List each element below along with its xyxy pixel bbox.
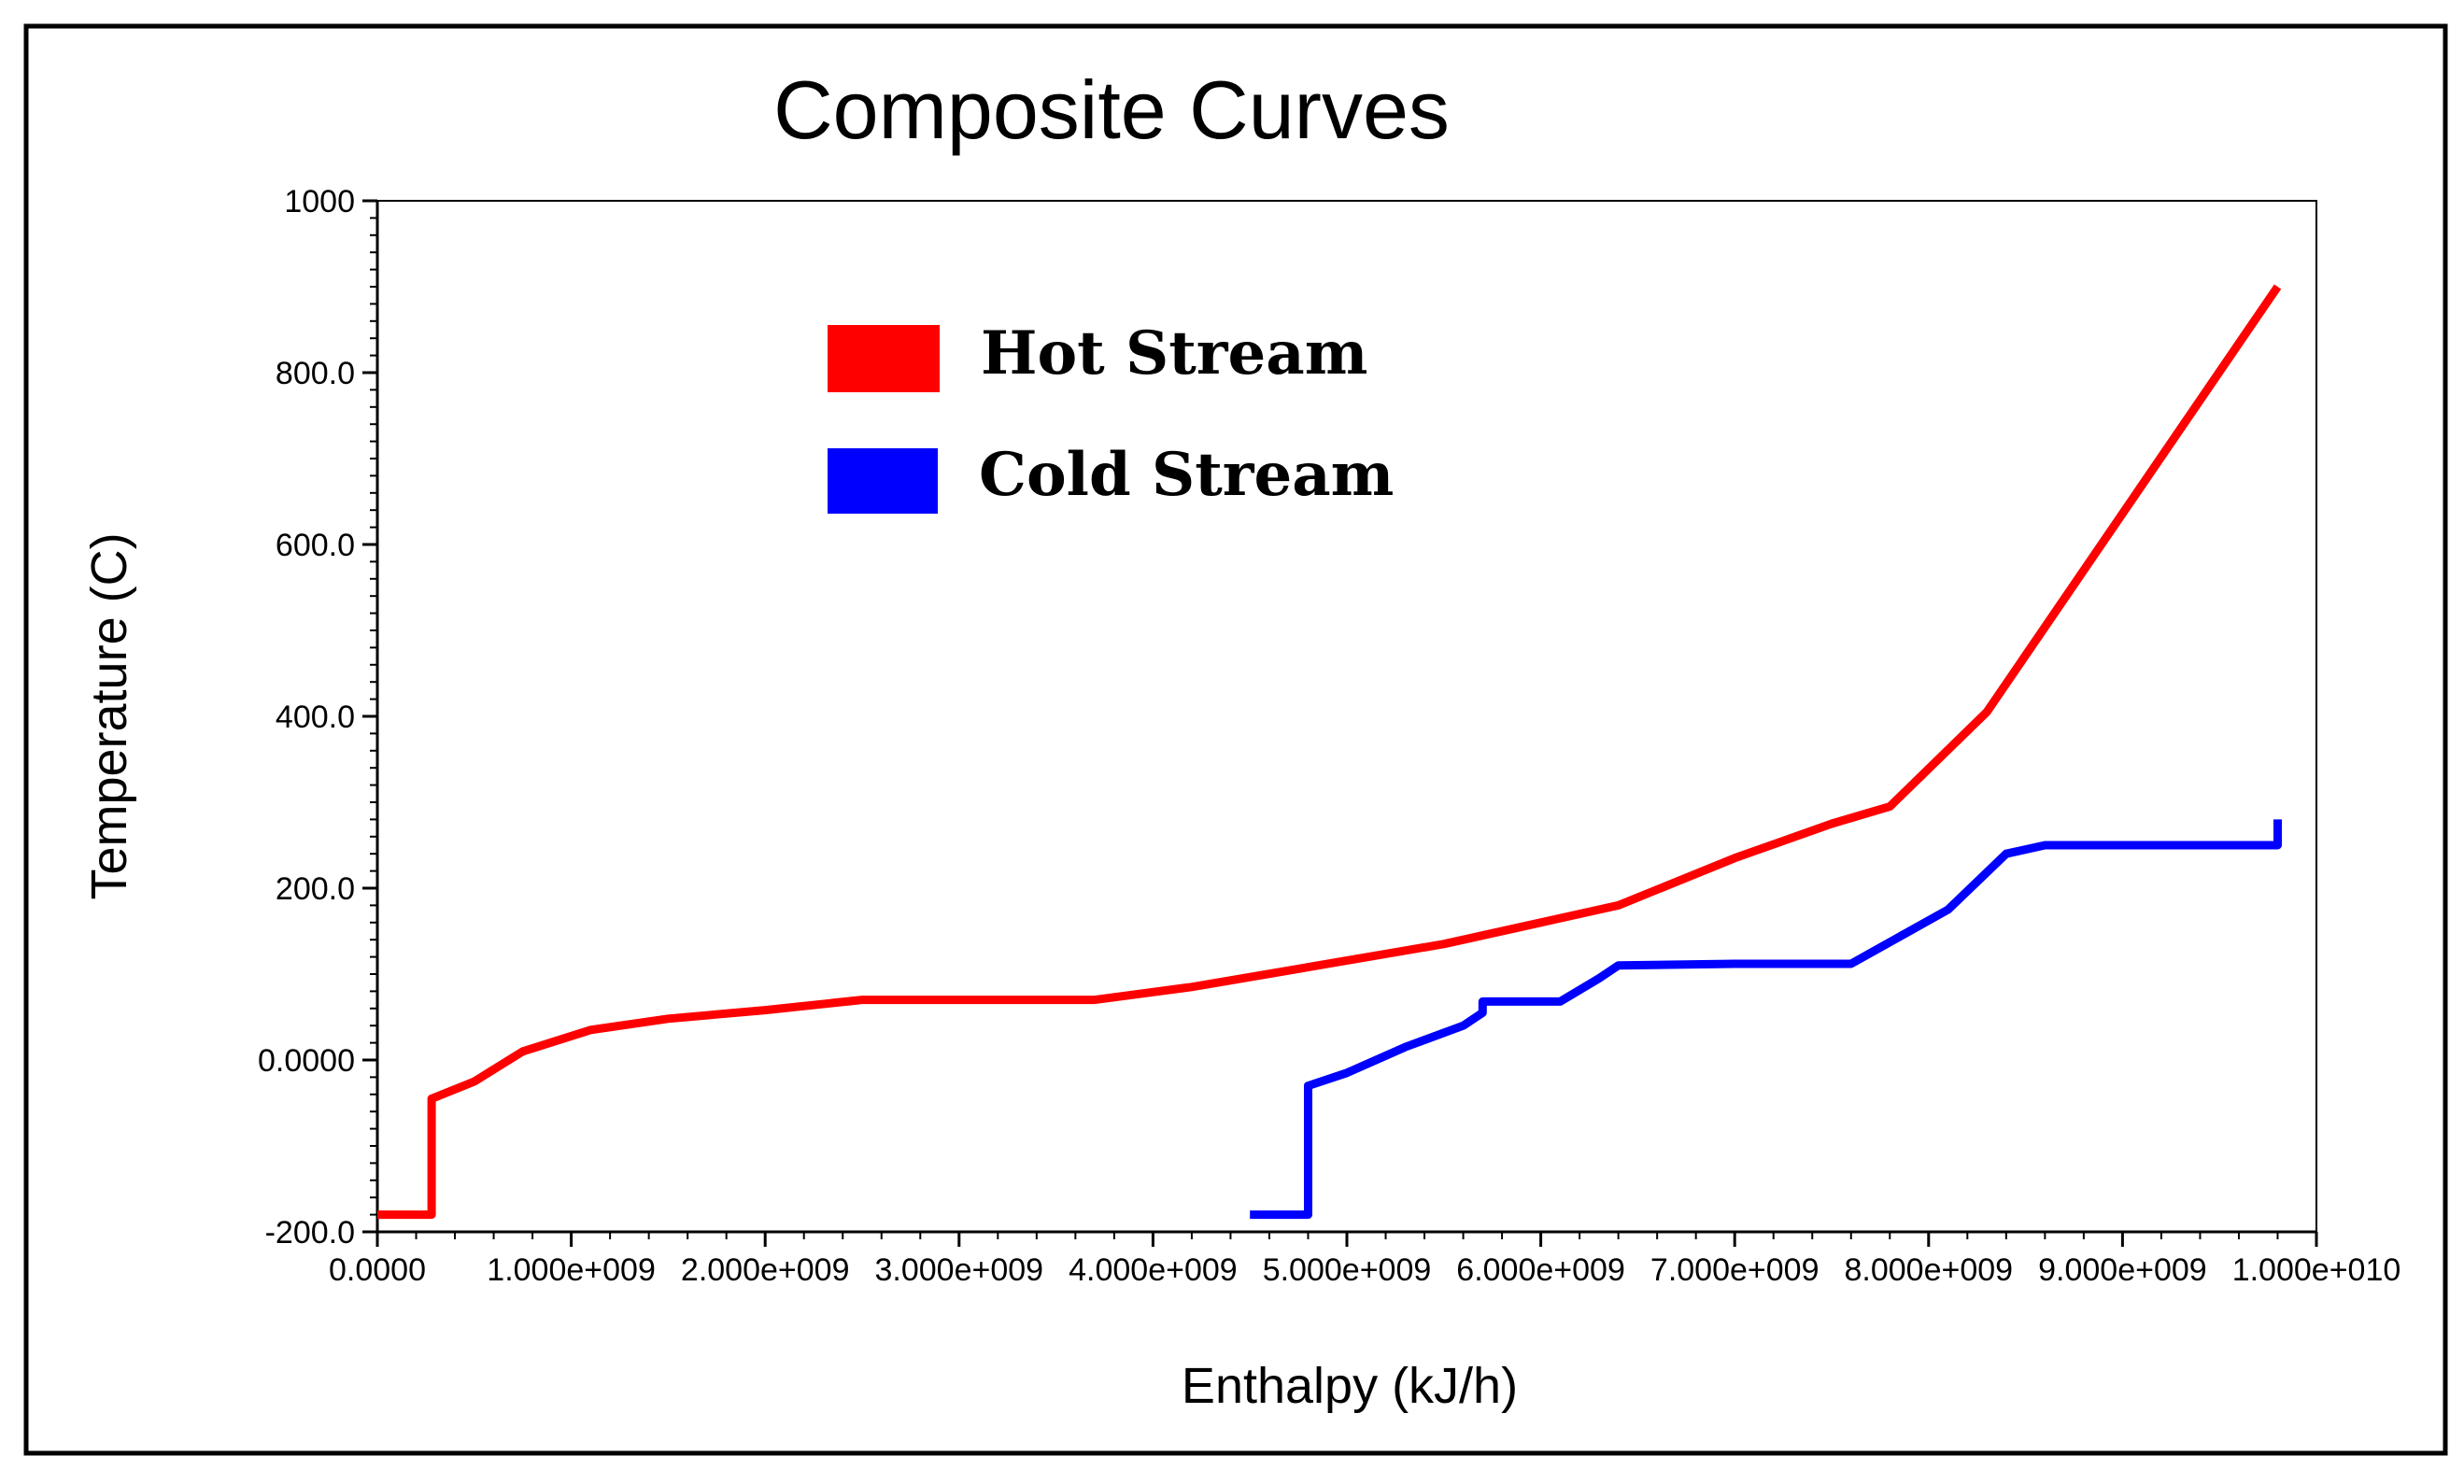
x-tick-label: 7.000e+009 xyxy=(1650,1252,1820,1288)
legend-label-hot: Hot Stream xyxy=(981,318,1367,389)
y-tick-label: 800.0 xyxy=(276,356,355,391)
legend-label-cold: Cold Stream xyxy=(979,440,1394,510)
x-tick-label: 8.000e+009 xyxy=(1845,1252,2014,1288)
chart-title: Composite Curves xyxy=(773,64,1450,156)
x-tick-label: 1.000e+009 xyxy=(487,1252,656,1288)
x-tick-label: 3.000e+009 xyxy=(875,1252,1044,1288)
x-tick-label: 1.000e+010 xyxy=(2232,1252,2401,1288)
y-tick-label: 600.0 xyxy=(276,528,355,563)
x-tick-label: 2.000e+009 xyxy=(681,1252,850,1288)
y-tick-label: -200.0 xyxy=(265,1215,355,1251)
hot-stream-line xyxy=(377,284,2282,1220)
y-axis: -200.0 0.0000 200.0 400.0 600.0 800.0 1000 xyxy=(258,184,379,1251)
x-tick-label: 5.000e+009 xyxy=(1263,1252,1432,1288)
outer-frame xyxy=(23,23,2448,1456)
x-tick-label: 6.000e+009 xyxy=(1456,1252,1625,1288)
x-axis: 0.0000 1.000e+009 2.000e+009 3.000e+009 4.00… xyxy=(329,1230,2401,1288)
x-tick-label: 0.0000 xyxy=(329,1252,426,1288)
x-axis-label: Enthalpy (kJ/h) xyxy=(1182,1358,1518,1414)
y-tick-label: 200.0 xyxy=(276,871,355,907)
x-tick-label: 4.000e+009 xyxy=(1069,1252,1238,1288)
legend: Hot Stream Cold Stream xyxy=(828,318,1394,514)
series-layer xyxy=(377,284,2282,1220)
x-tick-label: 9.000e+009 xyxy=(2038,1252,2207,1288)
y-axis-label: Temperature (C) xyxy=(81,532,137,899)
y-tick-label: 1000 xyxy=(284,184,355,219)
cold-stream-line xyxy=(1250,819,2282,1220)
legend-swatch-cold xyxy=(828,448,938,514)
y-tick-label: 400.0 xyxy=(276,700,355,735)
y-tick-label: 0.0000 xyxy=(258,1043,355,1079)
legend-swatch-hot xyxy=(828,325,940,392)
